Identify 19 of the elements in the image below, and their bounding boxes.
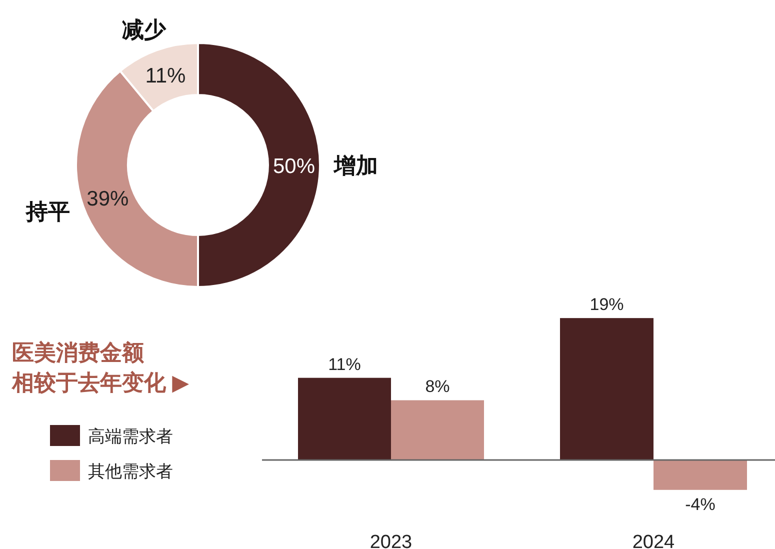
data-label: 19%	[590, 295, 624, 314]
slice-label: 减少	[122, 17, 167, 42]
data-label: 8%	[425, 377, 450, 396]
data-label: 11%	[328, 354, 361, 374]
bar	[391, 400, 484, 460]
slice-label: 增加	[333, 153, 378, 178]
x-tick-label: 2023	[370, 532, 412, 549]
data-label: 50%	[272, 155, 316, 178]
data-label: 11%	[145, 64, 186, 88]
slice-label: 持平	[25, 199, 70, 224]
x-tick-label: 2024	[632, 532, 676, 549]
text: 医美消费金额相较于去年变化 ▶	[11, 340, 190, 395]
legend-label: 高端需求者	[88, 427, 173, 446]
data-label: 39%	[86, 188, 129, 211]
bar	[560, 318, 654, 460]
bar	[298, 378, 391, 460]
bar	[654, 460, 747, 490]
data-label: -4%	[685, 494, 716, 514]
legend-label: 其他需求者	[88, 462, 173, 481]
